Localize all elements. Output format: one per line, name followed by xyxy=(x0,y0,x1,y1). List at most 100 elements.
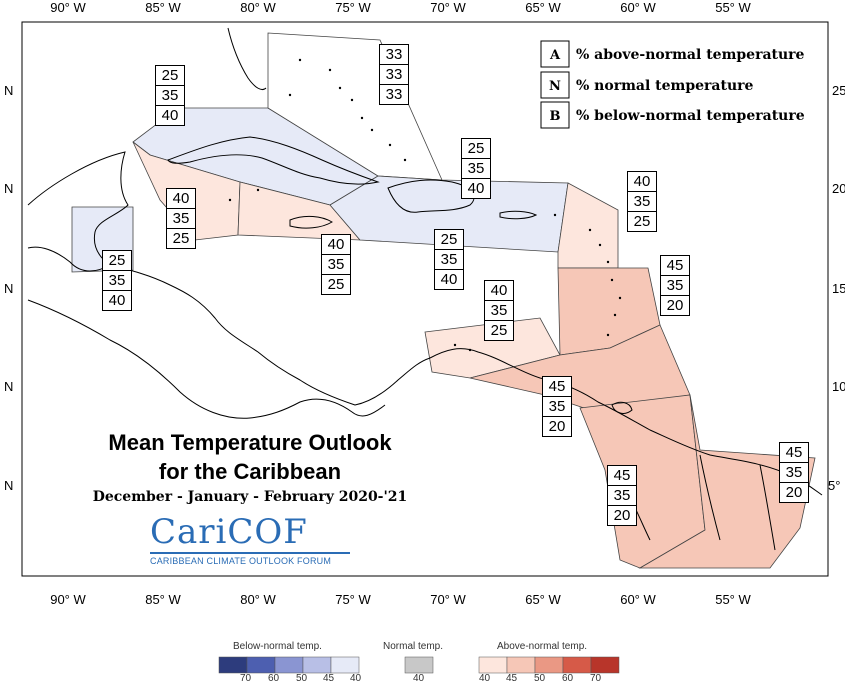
right-lat-label-5: 5° xyxy=(828,478,840,493)
prob-below: 25 xyxy=(166,228,196,249)
prob-below: 25 xyxy=(484,320,514,341)
cb-above-70 xyxy=(590,656,620,674)
prob-above: 25 xyxy=(461,138,491,159)
prob-below: 20 xyxy=(779,482,809,503)
cb-normal xyxy=(404,656,434,674)
prob-above: 40 xyxy=(484,280,514,301)
cb-tick-below-45: 45 xyxy=(323,673,335,684)
cb-below-50 xyxy=(274,656,304,674)
top-lon-label-4: 75° W xyxy=(335,0,371,15)
prob-box-suriname-guiana: 45 35 20 xyxy=(779,442,809,503)
prob-below: 20 xyxy=(542,416,572,437)
colorbar-normal-title: Normal temp. xyxy=(383,641,444,652)
islands xyxy=(228,58,622,352)
bottom-lon-label-4: 75° W xyxy=(335,592,371,607)
key-n-text: % normal temperature xyxy=(576,78,753,94)
prob-box-belize: 25 35 40 xyxy=(102,250,132,311)
prob-box-leeward: 40 35 25 xyxy=(627,171,657,232)
prob-below: 20 xyxy=(607,505,637,526)
prob-box-bahamas: 33 33 33 xyxy=(379,44,409,105)
top-lon-label-6: 65° W xyxy=(525,0,561,15)
prob-normal: 33 xyxy=(379,64,409,85)
prob-below: 33 xyxy=(379,84,409,105)
coast-yucatan xyxy=(27,151,129,272)
colorbar-above-title: Above-normal temp. xyxy=(497,641,588,652)
bottom-lon-label-8: 55° W xyxy=(715,592,751,607)
prob-above: 40 xyxy=(627,171,657,192)
prob-normal: 35 xyxy=(627,191,657,212)
prob-below: 25 xyxy=(627,211,657,232)
coast-central-america xyxy=(109,264,431,406)
prob-box-jamaica: 40 35 25 xyxy=(321,234,351,295)
top-lon-label-1: 90° W xyxy=(50,0,86,15)
left-lat-label-2: N xyxy=(4,181,13,196)
cb-tick-above-40: 40 xyxy=(479,673,491,684)
prob-below: 25 xyxy=(321,274,351,295)
cb-tick-below-50: 50 xyxy=(296,673,308,684)
key-n-letter: N xyxy=(549,79,561,94)
prob-normal: 35 xyxy=(166,208,196,229)
title-period: December - January - February 2020-'21 xyxy=(92,489,408,505)
left-lat-label-1: N xyxy=(4,83,13,98)
coast-trinidad xyxy=(611,401,633,414)
coast-south-america-north xyxy=(429,348,823,496)
cb-above-45 xyxy=(506,656,536,674)
prob-normal: 35 xyxy=(779,462,809,483)
top-lon-label-5: 70° W xyxy=(430,0,466,15)
bottom-lon-label-5: 70° W xyxy=(430,592,466,607)
prob-normal: 35 xyxy=(321,254,351,275)
title-line-2: for the Caribbean xyxy=(158,459,342,484)
prob-above: 25 xyxy=(155,65,185,86)
bottom-lon-label-6: 65° W xyxy=(525,592,561,607)
prob-below: 40 xyxy=(102,290,132,311)
cb-below-60 xyxy=(246,656,276,674)
cb-tick-above-50: 50 xyxy=(534,673,546,684)
left-lat-label-3: N xyxy=(4,281,13,296)
prob-normal: 35 xyxy=(484,300,514,321)
top-lon-label-8: 55° W xyxy=(715,0,751,15)
coast-hispaniola xyxy=(387,179,475,213)
bottom-lon-label-3: 80° W xyxy=(240,592,276,607)
top-lon-label-3: 80° W xyxy=(240,0,276,15)
prob-above: 40 xyxy=(166,188,196,209)
prob-above: 45 xyxy=(779,442,809,463)
key-a-text: % above-normal temperature xyxy=(576,47,805,63)
prob-box-hispaniola-north: 25 35 40 xyxy=(461,138,491,199)
coast-jamaica xyxy=(289,215,333,229)
coast-puerto-rico xyxy=(499,210,538,220)
prob-normal: 35 xyxy=(660,275,690,296)
prob-box-trinidad: 45 35 20 xyxy=(542,376,572,437)
title-line-1: Mean Temperature Outlook xyxy=(108,430,392,455)
bottom-lon-label-7: 60° W xyxy=(620,592,656,607)
left-lat-label-4: N xyxy=(4,379,13,394)
coastlines xyxy=(27,27,823,551)
cb-tick-below-40: 40 xyxy=(350,673,362,684)
logo-underline xyxy=(150,552,350,554)
top-lon-label-7: 60° W xyxy=(620,0,656,15)
prob-box-cuba: 25 35 40 xyxy=(155,65,185,126)
top-lon-label-2: 85° W xyxy=(145,0,181,15)
title-block: Mean Temperature Outlook for the Caribbe… xyxy=(60,428,440,505)
cb-below-45 xyxy=(302,656,332,674)
left-lat-label-5: N xyxy=(4,478,13,493)
coast-central-america-pacific xyxy=(27,299,386,419)
cb-tick-below-70: 70 xyxy=(240,673,252,684)
key-b-text: % below-normal temperature xyxy=(576,108,805,124)
key-a-letter: A xyxy=(549,48,561,63)
logo-wordmark: CariCOF xyxy=(150,512,308,552)
prob-above: 45 xyxy=(542,376,572,397)
prob-normal: 35 xyxy=(434,249,464,270)
cb-below-40 xyxy=(330,656,360,674)
key-b-letter: B xyxy=(550,109,561,124)
prob-normal: 35 xyxy=(102,270,132,291)
right-lat-label-4: 10 xyxy=(832,379,845,394)
cb-tick-below-60: 60 xyxy=(268,673,280,684)
prob-box-guyana: 45 35 20 xyxy=(607,465,637,526)
prob-normal: 35 xyxy=(461,158,491,179)
prob-normal: 35 xyxy=(607,485,637,506)
logo-tagline: CARIBBEAN CLIMATE OUTLOOK FORUM xyxy=(150,556,332,566)
prob-normal: 35 xyxy=(542,396,572,417)
prob-box-cayman: 40 35 25 xyxy=(166,188,196,249)
cb-above-60 xyxy=(562,656,592,674)
coast-florida xyxy=(227,27,267,91)
